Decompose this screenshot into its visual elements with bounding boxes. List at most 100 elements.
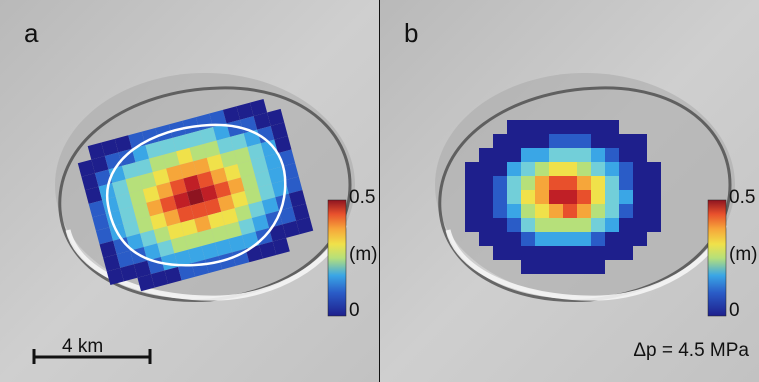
grid-cell [563,176,577,190]
grid-cell [204,198,222,216]
grid-cell [206,154,224,172]
grid-cell [122,219,141,238]
grid-cell [112,179,130,197]
grid-cell [549,260,563,274]
grid-cell [479,176,493,190]
grid-cell [647,162,661,176]
grid-cell [605,134,619,148]
grid-cell [549,120,563,134]
grid-cell [140,229,158,248]
grid-cell [233,146,251,164]
colorbar-min-label: 0 [729,300,740,321]
grid-cell [133,260,151,278]
grid-cell [184,232,202,250]
grid-cell [125,175,143,193]
grid-cell [535,218,549,232]
grid-cell [521,218,535,232]
grid-cell [119,206,137,224]
grid-cell [81,173,99,191]
grid-cell [619,134,633,148]
grid-cell [465,190,479,204]
grid-cell [87,142,105,160]
grid-cell [137,274,155,292]
displacement-grid [465,120,661,274]
grid-cell [253,112,271,130]
grid-cell [120,264,138,282]
grid-cell [296,217,314,235]
panel-b: b 0.5 (m) 0 Δp = 4.5 MPa [380,0,759,382]
grid-cell [143,243,161,261]
grid-cell [549,134,563,148]
grid-cell [535,204,549,218]
grid-cell [259,241,277,259]
grid-cell [577,218,591,232]
grid-cell [237,160,255,178]
grid-cell [549,190,563,204]
grid-cell [213,181,232,199]
grid-cell [118,148,136,166]
grid-cell [114,135,132,153]
grid-cell [199,127,217,145]
grid-cell [647,190,661,204]
grid-cell [577,162,591,176]
grid-cell [507,162,521,176]
grid-cell [563,246,577,260]
grid-cell [521,204,535,218]
grid-cell [106,267,124,285]
grid-cell [150,270,169,288]
grid-cell [549,148,563,162]
grid-cell [535,190,549,204]
colorbar-max-label: 0.5 [349,187,376,208]
grid-cell [563,218,577,232]
grid-cell [647,218,661,232]
grid-cell [619,218,633,232]
grid-cell [535,134,549,148]
grid-cell [633,232,647,246]
grid-cell [163,209,181,227]
grid-cell [647,176,661,190]
panel-divider [379,0,380,382]
grid-cell [577,260,591,274]
grid-cell [549,218,563,232]
panel-a-map [0,0,379,382]
grid-cell [507,218,521,232]
grid-cell [577,176,591,190]
grid-cell [261,197,279,215]
grid-cell [135,158,153,176]
grid-cell [164,266,182,284]
grid-cell [633,176,647,190]
grid-cell [211,225,229,243]
grid-cell [222,106,241,124]
grid-cell [563,204,577,218]
grid-cell [521,260,535,274]
grid-cell [278,207,297,225]
grid-cell [220,150,238,168]
grid-cell [92,213,110,231]
grid-cell [228,235,246,253]
grid-cell [213,123,231,141]
grid-cell [619,232,633,246]
colorbar-unit-label: (m) [729,244,758,265]
grid-cell [619,246,633,260]
grid-cell [185,130,204,148]
grid-cell [257,126,275,144]
grid-cell [563,232,577,246]
grid-cell [230,133,248,151]
caldera-rim-highlight [445,224,728,301]
grid-cell [136,216,154,234]
grid-cell [591,176,605,190]
grid-cell [549,204,563,218]
grid-cell [169,178,187,196]
grid-cell [224,221,243,239]
grid-cell [115,192,133,211]
colorbar [327,199,347,317]
grid-cell [131,145,150,163]
grid-cell [85,186,103,204]
grid-cell [465,162,479,176]
displacement-grid [77,99,314,292]
grid-cell [91,156,109,174]
grid-cell [99,240,117,258]
grid-cell [493,162,507,176]
grid-cell [247,143,265,161]
grid-cell [507,204,521,218]
